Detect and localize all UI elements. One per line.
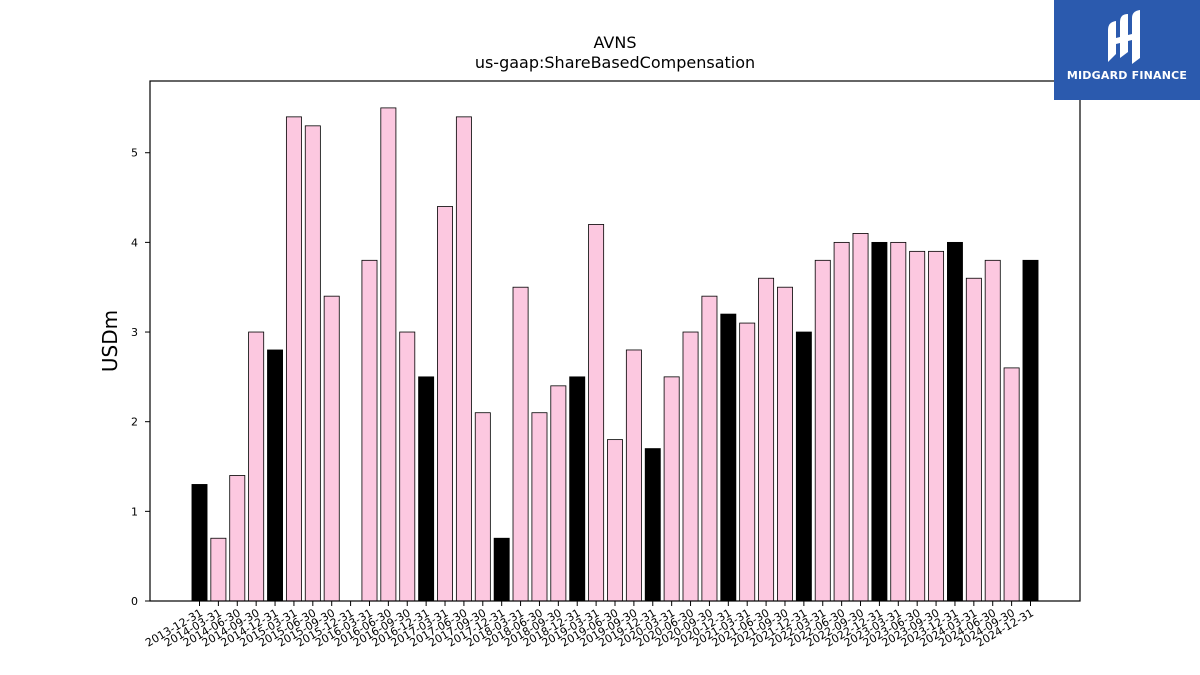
bar-2017-12-31: [493, 537, 510, 602]
bar-2024-03-31: [965, 277, 982, 602]
bar-2020-09-30: [701, 295, 718, 602]
bar-2013-12-31: [191, 484, 208, 602]
y-axis-label: USDm: [98, 310, 122, 372]
bar-2022-03-31: [814, 259, 831, 602]
bar-2015-06-30: [304, 125, 321, 602]
bar-2016-06-30: [380, 107, 397, 602]
bar-2016-12-31: [418, 376, 435, 602]
bar-2021-12-31: [795, 331, 812, 602]
plot-frame: [149, 80, 1081, 602]
bar-2018-06-30: [531, 412, 548, 602]
chart-subtitle: us-gaap:ShareBasedCompensation: [475, 53, 755, 72]
bar-2020-06-30: [682, 331, 699, 602]
bar-2022-12-31: [871, 241, 888, 602]
bar-2022-09-30: [852, 233, 869, 602]
bar-2017-09-30: [474, 412, 491, 602]
bar-2024-09-30: [1003, 367, 1020, 602]
bar-2020-12-31: [720, 313, 737, 602]
y-tick-label: 2: [131, 416, 138, 429]
y-tick-label: 1: [131, 505, 138, 518]
x-ticks: 2013-12-312014-03-312014-06-302014-09-30…: [143, 601, 1036, 650]
logo-mark-icon: [1108, 10, 1140, 64]
bar-2022-06-30: [833, 241, 850, 602]
y-tick-label: 5: [131, 147, 138, 160]
bar-2019-09-30: [625, 349, 642, 602]
bar-2024-12-31: [1022, 259, 1039, 602]
bar-2019-12-31: [644, 448, 661, 602]
midgard-finance-logo: MIDGARD FINANCE: [1054, 0, 1200, 100]
bar-2014-06-30: [229, 475, 246, 602]
bar-2024-06-30: [984, 259, 1001, 602]
bar-2023-12-31: [947, 241, 963, 602]
bar-2014-03-31: [210, 537, 227, 602]
bar-2019-03-31: [588, 224, 605, 602]
bar-2015-09-30: [323, 295, 340, 602]
bar-2016-03-31: [361, 259, 378, 602]
bar-2017-06-30: [455, 116, 472, 602]
bar-2023-06-30: [909, 250, 926, 602]
bar-2021-03-31: [739, 322, 756, 602]
bar-2023-09-30: [928, 250, 945, 602]
logo-text: MIDGARD FINANCE: [1066, 69, 1188, 82]
y-tick-label: 3: [131, 326, 138, 339]
y-tick-label: 4: [131, 236, 138, 249]
bar-2017-03-31: [437, 206, 453, 602]
bar-2015-03-31: [285, 116, 302, 602]
bar-2018-03-31: [512, 286, 529, 602]
chart-title: AVNS: [594, 33, 637, 52]
bar-2016-09-30: [399, 331, 416, 602]
bar-2021-06-30: [758, 277, 775, 602]
bar-2018-12-31: [569, 376, 586, 602]
y-tick-label: 0: [131, 595, 138, 608]
bar-2018-09-30: [550, 385, 567, 602]
y-ticks: 0 1 2 3 4 5: [131, 147, 150, 608]
bars: [191, 107, 1039, 602]
bar-2019-06-30: [607, 439, 623, 602]
bar-2021-09-30: [777, 286, 793, 602]
bar-2014-12-31: [267, 349, 283, 602]
bar-2014-09-30: [248, 331, 265, 602]
bar-2020-03-31: [663, 376, 680, 602]
bar-2023-03-31: [890, 241, 907, 602]
